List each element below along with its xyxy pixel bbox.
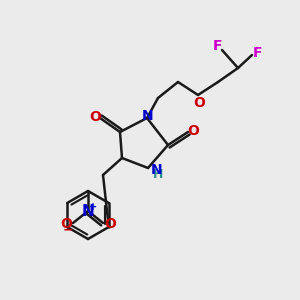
Text: −: − [63, 224, 73, 236]
Text: F: F [253, 46, 263, 60]
Text: N: N [142, 109, 154, 123]
Text: N: N [151, 163, 163, 177]
Text: +: + [89, 202, 97, 212]
Text: O: O [187, 124, 199, 138]
Text: O: O [60, 217, 72, 231]
Text: H: H [153, 169, 163, 182]
Text: F: F [212, 39, 222, 53]
Text: O: O [193, 96, 205, 110]
Text: O: O [89, 110, 101, 124]
Text: O: O [104, 217, 116, 231]
Text: N: N [82, 203, 94, 218]
